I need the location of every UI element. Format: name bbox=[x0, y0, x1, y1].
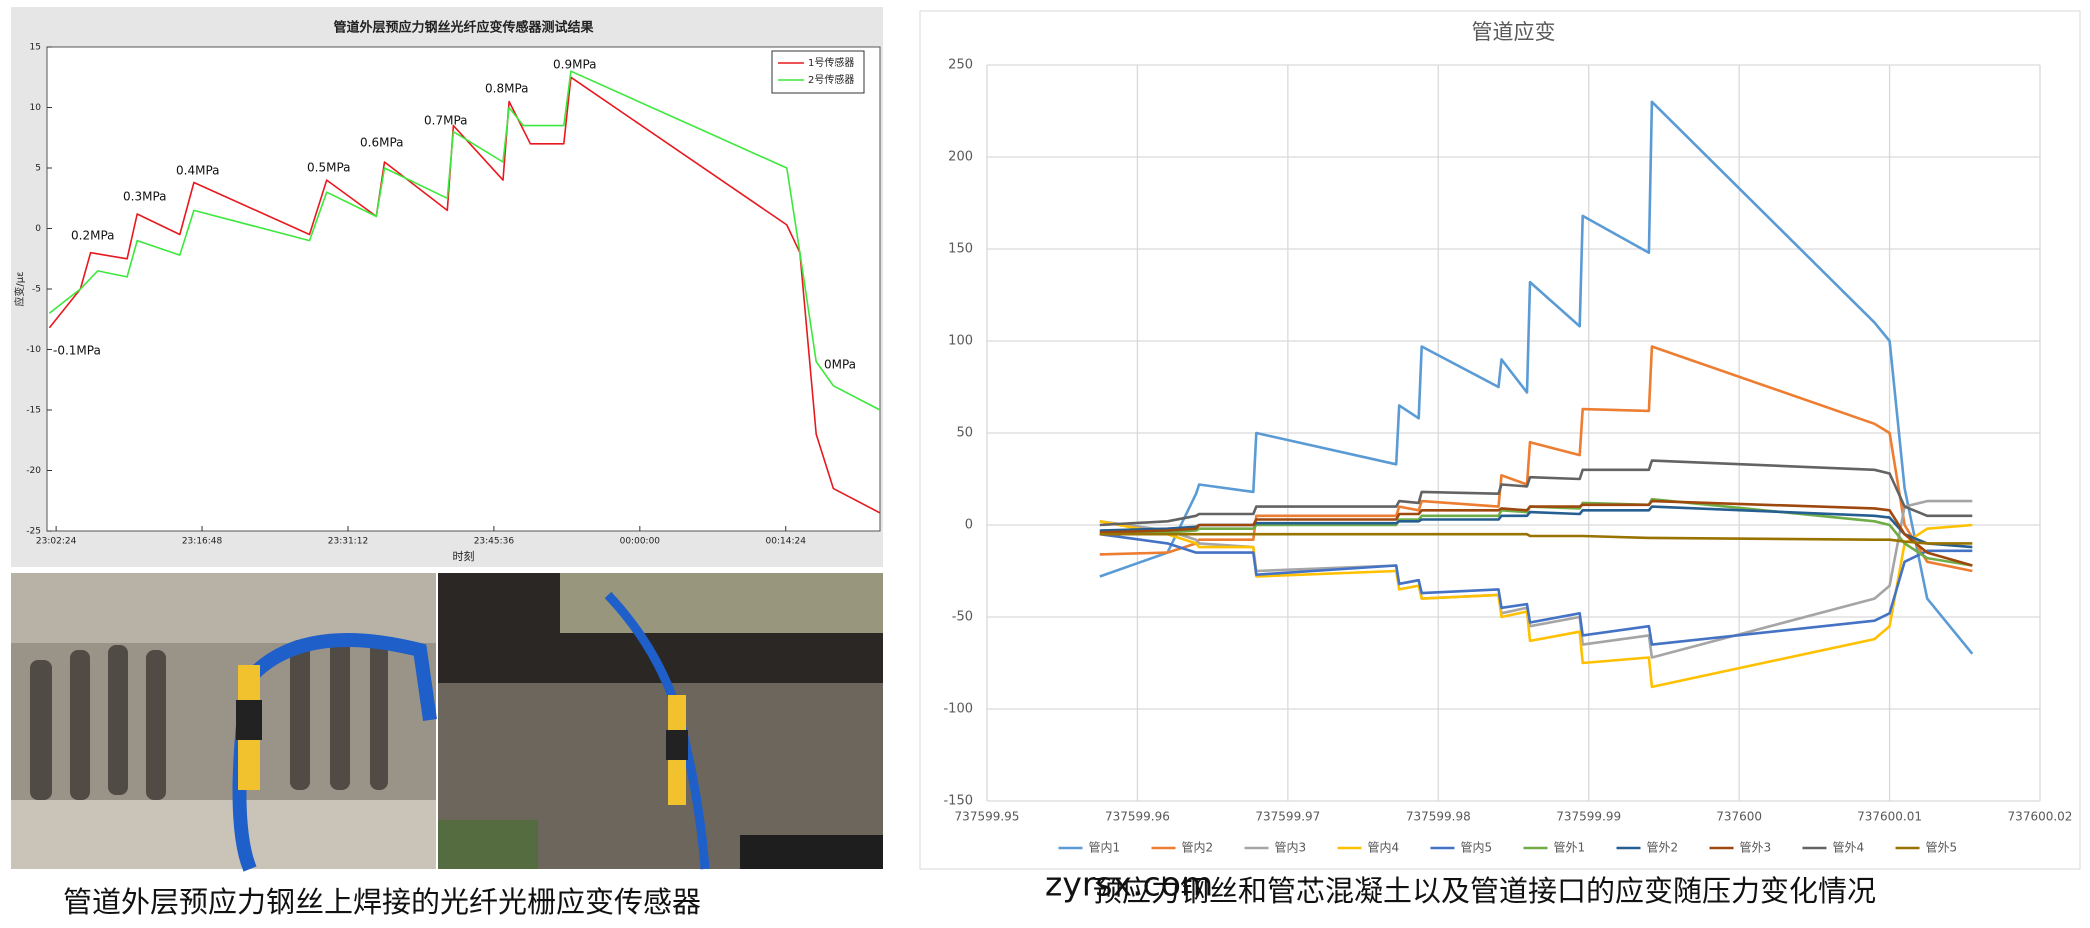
x-tick-label: 00:14:24 bbox=[766, 537, 807, 547]
legend-box bbox=[771, 50, 865, 94]
legend-label: 1号传感器 bbox=[808, 56, 854, 69]
photo bbox=[438, 573, 883, 870]
annotation: 0.4MPa bbox=[176, 164, 220, 178]
y-tick-label: 250 bbox=[948, 58, 973, 73]
chart-title: 管道应变 bbox=[1472, 20, 1556, 44]
y-tick-label: 5 bbox=[35, 164, 41, 174]
data-line bbox=[1099, 497, 1973, 567]
x-tick-label: 737599.97 bbox=[1255, 810, 1320, 824]
annotation: 0.7MPa bbox=[424, 114, 468, 128]
caption: 管道外层预应力钢丝上焊接的光纤光栅应变传感器 bbox=[63, 885, 701, 919]
y-tick-label: -100 bbox=[943, 702, 973, 717]
legend-label: 管外1 bbox=[1554, 840, 1586, 855]
legend-label: 管外4 bbox=[1833, 840, 1865, 855]
y-tick-label: -10 bbox=[26, 345, 41, 355]
x-tick-label: 737599.98 bbox=[1406, 810, 1471, 824]
x-tick-label: 737600.01 bbox=[1857, 810, 1922, 824]
x-tick-label: 23:45:36 bbox=[474, 537, 515, 547]
y-tick-label: 10 bbox=[30, 103, 42, 113]
data-line bbox=[1099, 532, 1973, 545]
legend-label: 管内3 bbox=[1275, 840, 1307, 855]
legend-label: 管外5 bbox=[1926, 840, 1958, 855]
y-tick-label: -50 bbox=[952, 610, 973, 625]
data-line bbox=[1099, 520, 1973, 689]
y-tick-label: -25 bbox=[26, 527, 41, 537]
data-line bbox=[1099, 345, 1973, 573]
data-line bbox=[1099, 100, 1974, 655]
legend-label: 管外2 bbox=[1647, 840, 1679, 855]
data-line bbox=[48, 76, 881, 514]
data-line bbox=[1099, 499, 1973, 567]
annotation: -0.1MPa bbox=[53, 344, 101, 358]
legend-label: 管内2 bbox=[1182, 840, 1214, 855]
y-tick-label: 50 bbox=[956, 426, 973, 441]
x-tick-label: 23:02:24 bbox=[36, 537, 77, 547]
annotation: 0.8MPa bbox=[485, 82, 529, 96]
data-line bbox=[1099, 459, 1973, 527]
x-axis-label: 时刻 bbox=[453, 549, 475, 563]
y-axis-label: 应变/με bbox=[13, 271, 26, 306]
legend-label: 管内5 bbox=[1461, 840, 1493, 855]
legend-label: 2号传感器 bbox=[808, 73, 854, 86]
chart-panel bbox=[919, 10, 2081, 870]
legend-label: 管外3 bbox=[1740, 840, 1772, 855]
y-tick-label: 0 bbox=[965, 518, 973, 533]
x-tick-label: 23:16:48 bbox=[182, 537, 223, 547]
caption: 预应力钢丝和管芯混凝土以及管道接口的应变随压力变化情况 bbox=[1093, 874, 1876, 908]
x-tick-label: 00:00:00 bbox=[620, 537, 661, 547]
data-line bbox=[1099, 532, 1973, 646]
annotation: 0.3MPa bbox=[123, 190, 167, 204]
watermark: zyrsx.com bbox=[1045, 865, 1213, 904]
x-tick-label: 737599.99 bbox=[1556, 810, 1621, 824]
data-line bbox=[48, 70, 881, 411]
y-tick-label: 150 bbox=[948, 242, 973, 257]
annotation: 0.9MPa bbox=[553, 58, 597, 72]
x-tick-label: 737600 bbox=[1716, 810, 1762, 824]
y-tick-label: 15 bbox=[30, 43, 41, 53]
chart-title: 管道外层预应力钢丝光纤应变传感器测试结果 bbox=[333, 20, 593, 36]
y-tick-label: 0 bbox=[35, 224, 41, 234]
y-tick-label: 100 bbox=[948, 334, 973, 349]
photo bbox=[11, 573, 437, 872]
x-tick-label: 737599.96 bbox=[1105, 810, 1170, 824]
legend-label: 管内4 bbox=[1368, 840, 1400, 855]
y-tick-label: -15 bbox=[26, 406, 41, 416]
x-tick-label: 23:31:12 bbox=[328, 537, 368, 547]
y-tick-label: 200 bbox=[948, 150, 973, 165]
y-tick-label: -150 bbox=[943, 794, 973, 809]
annotation: 0.6MPa bbox=[360, 136, 404, 150]
x-tick-label: 737599.95 bbox=[955, 810, 1020, 824]
y-tick-label: -20 bbox=[26, 466, 41, 476]
annotation: 0.2MPa bbox=[71, 229, 115, 243]
y-tick-label: -5 bbox=[32, 285, 41, 295]
x-tick-label: 737600.02 bbox=[2008, 810, 2073, 824]
legend-label: 管内1 bbox=[1089, 840, 1121, 855]
plot-area bbox=[46, 46, 881, 532]
annotation: 0MPa bbox=[824, 358, 856, 372]
annotation: 0.5MPa bbox=[307, 161, 351, 175]
